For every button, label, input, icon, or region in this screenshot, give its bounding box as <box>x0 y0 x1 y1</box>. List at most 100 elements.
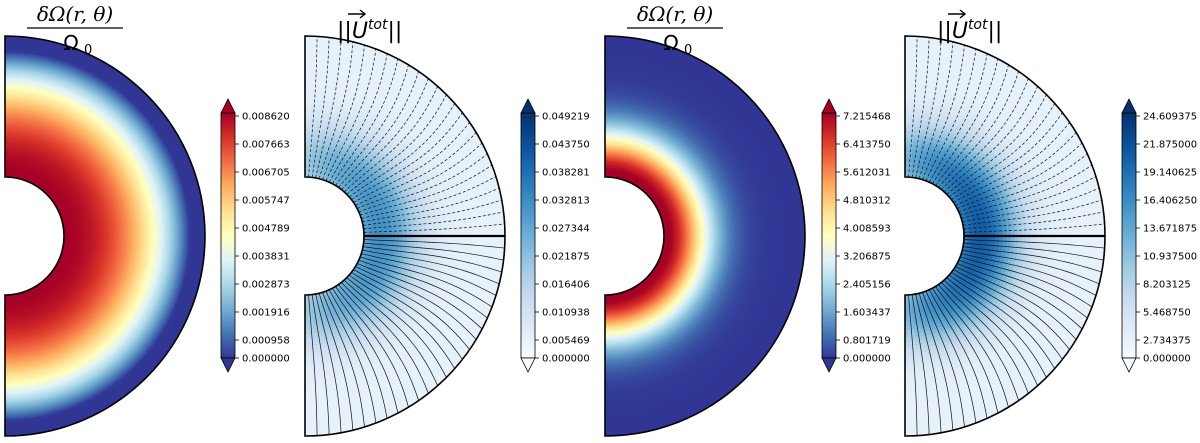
colorbar-gradient <box>821 112 837 359</box>
field-cell <box>994 235 1000 245</box>
streamline <box>935 64 1009 186</box>
colorbar-tick-label: 10.937500 <box>1143 252 1197 263</box>
field-cell <box>425 235 431 248</box>
field-cell <box>990 227 996 237</box>
colorbar-extend-bottom <box>220 357 236 373</box>
field-cell <box>904 329 914 335</box>
field-cell <box>904 356 917 362</box>
field-cell <box>1021 235 1027 247</box>
title-denominator: Ω <box>663 31 678 55</box>
field-cell <box>904 145 914 151</box>
colorbar-tick-label: 0.005747 <box>242 196 290 207</box>
field-cell <box>904 321 914 327</box>
field-cell <box>904 298 912 304</box>
streamline <box>960 164 1093 216</box>
panel-2: ||Utot|| 0.049219 0.043750 0.038281 0.032813… <box>304 9 590 437</box>
streamline <box>935 286 1009 408</box>
panel-4: ||Utot|| 24.609375 21.875000 19.140625 16.40… <box>904 9 1197 437</box>
streamline <box>908 294 918 436</box>
field-cell <box>904 149 913 155</box>
field-cell <box>304 345 316 351</box>
field-cell <box>904 345 916 351</box>
streamline <box>963 223 1105 233</box>
field-cell <box>304 333 315 339</box>
streamline <box>963 211 1104 230</box>
streamline <box>360 164 493 216</box>
domain-outline <box>304 35 506 437</box>
colorbar-extend-top <box>821 98 837 114</box>
field-cell <box>414 225 420 237</box>
field-cell <box>304 106 317 112</box>
streamline <box>358 259 488 319</box>
streamline <box>961 253 1097 296</box>
colorbar-tick-label: 3.206875 <box>843 252 891 263</box>
colorbar-extend-bottom <box>1121 357 1137 373</box>
colorbar-tick-label: 0.005469 <box>542 336 590 347</box>
field-cell <box>1018 225 1024 237</box>
field-cell <box>386 228 392 237</box>
streamline <box>941 78 1029 190</box>
field-cell <box>1018 235 1024 247</box>
title-numerator: δΩ(r, θ) <box>37 2 113 26</box>
field-cell <box>1014 225 1020 237</box>
streamline <box>955 266 1077 340</box>
streamline <box>943 279 1038 386</box>
field-cell <box>304 313 313 319</box>
streamline <box>341 282 429 394</box>
streamline <box>363 242 504 261</box>
colorbar-3: 7.215468 6.413750 5.612031 4.810312 4.008593… <box>821 98 891 373</box>
field-cell <box>421 235 427 247</box>
field-cell <box>304 164 312 170</box>
field-cell <box>904 114 916 120</box>
streamline <box>946 277 1047 378</box>
colorbar-1: 0.008620 0.007663 0.006705 0.005747 0.004789… <box>220 98 290 373</box>
streamline <box>928 53 988 183</box>
field-cell <box>904 313 913 319</box>
field-cell <box>1025 224 1031 237</box>
streamline <box>957 142 1083 209</box>
field-cell <box>304 317 313 323</box>
field-cell <box>1025 235 1031 248</box>
field-cell <box>1006 226 1012 237</box>
title-norm: ||Utot|| <box>937 17 1002 44</box>
field-cell <box>904 106 917 112</box>
colorbar-tick-label: 2.405156 <box>843 280 891 291</box>
field-cell <box>904 168 912 174</box>
field-cell <box>304 352 316 358</box>
colorbar-tick-label: 0.021875 <box>542 252 590 263</box>
colorbar-tick-label: 8.203125 <box>1143 280 1191 291</box>
field-cell <box>1029 235 1035 248</box>
streamline <box>957 263 1083 330</box>
streamline <box>918 293 954 431</box>
streamline <box>318 41 354 179</box>
streamline <box>328 289 388 419</box>
field-cell <box>418 225 424 237</box>
streamline <box>943 86 1038 193</box>
streamline <box>346 277 447 378</box>
colorbar-tick-label: 0.016406 <box>542 280 590 291</box>
title-denominator-sub: 0 <box>84 43 92 58</box>
field-cell <box>986 235 992 244</box>
streamline <box>932 58 999 184</box>
field-cell <box>304 168 312 174</box>
field-cell <box>986 228 992 237</box>
field-cell <box>418 235 424 247</box>
inner-core <box>5 177 64 295</box>
colorbar-tick-label: 0.003831 <box>242 252 290 263</box>
streamline <box>311 294 330 435</box>
streamline <box>322 292 365 427</box>
streamline <box>315 39 342 179</box>
field-cell <box>994 227 1000 237</box>
inner-core <box>905 177 964 295</box>
streamline <box>955 132 1077 206</box>
field-cell <box>304 153 313 159</box>
field-cell <box>1010 235 1016 246</box>
streamline <box>963 239 1105 249</box>
field-cell <box>304 141 314 147</box>
panel-3: δΩ(r, θ) Ω 0 7.215468 6.413750 5.612031 4.8103… <box>604 2 891 437</box>
colorbar-gradient <box>520 112 536 359</box>
colorbar-tick-label: 0.004789 <box>242 224 290 235</box>
streamline <box>338 284 419 401</box>
streamline <box>962 246 1102 273</box>
